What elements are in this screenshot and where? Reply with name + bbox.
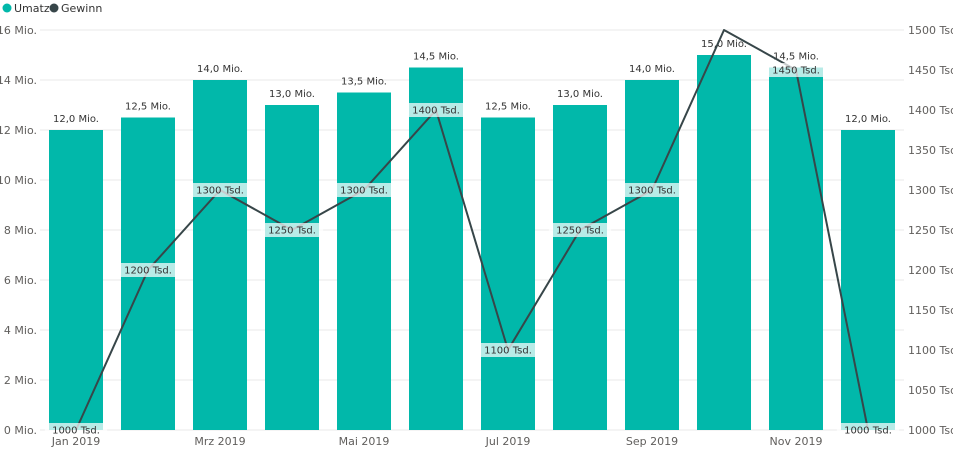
bar-data-label: 12,0 Mio. [53, 114, 99, 125]
y-right-tick-label: 1350 Tsd. [908, 144, 953, 157]
line-data-label: 1000 Tsd. [44, 423, 108, 437]
line-label-text: 1100 Tsd. [484, 346, 532, 357]
bar-jul-2019[interactable] [481, 117, 535, 431]
line-data-label: 1100 Tsd. [476, 343, 540, 357]
x-tick-label: Jan 2019 [51, 435, 100, 448]
y-right-tick-label: 1000 Tsd. [908, 424, 953, 437]
y-left-tick-label: 16 Mio. [0, 24, 37, 37]
bar-data-label: 13,0 Mio. [269, 89, 315, 100]
y-right-tick-label: 1300 Tsd. [908, 184, 953, 197]
legend-dot-gewinn [49, 3, 59, 13]
line-label-bg [404, 103, 468, 117]
line-data-label: 1300 Tsd. [188, 183, 252, 197]
legend-dot-umatz [2, 3, 12, 13]
line-label-bg [836, 423, 900, 437]
line-data-label: 1400 Tsd. [404, 103, 468, 117]
line-label-text: 1000 Tsd. [844, 426, 892, 437]
y-right-tick-label: 1450 Tsd. [908, 64, 953, 77]
x-tick-label: Mrz 2019 [194, 435, 245, 448]
line-data-labels: 1000 Tsd. 1200 Tsd. 1300 Tsd. 1250 Tsd. 1300… [44, 63, 900, 437]
line-label-bg [44, 423, 108, 437]
line-data-label: 1300 Tsd. [332, 183, 396, 197]
y-left-tick-label: 8 Mio. [4, 224, 37, 237]
bar-apr-2019[interactable] [265, 105, 319, 430]
bar-data-label: 14,0 Mio. [197, 64, 243, 75]
bar-nov-2019[interactable] [769, 67, 823, 431]
line-label-bg [620, 183, 684, 197]
bar-data-label: 13,5 Mio. [341, 77, 387, 88]
y-right-tick-label: 1250 Tsd. [908, 224, 953, 237]
y-left-tick-label: 0 Mio. [4, 424, 37, 437]
line-series-gewinn [75, 29, 869, 431]
line-label-bg [548, 223, 612, 237]
legend: Umatz Gewinn [2, 2, 103, 15]
bar-sep-2019[interactable] [625, 80, 679, 430]
line-label-text: 1300 Tsd. [340, 186, 388, 197]
y-right-tick-label: 1400 Tsd. [908, 104, 953, 117]
line-label-bg [476, 343, 540, 357]
line-data-label: 1200 Tsd. [116, 263, 180, 277]
bar-data-label: 14,5 Mio. [773, 52, 819, 63]
right-axis: 1000 Tsd. 1050 Tsd. 1100 Tsd. 1150 Tsd. 1200… [908, 24, 953, 437]
y-right-tick-label: 1050 Tsd. [908, 384, 953, 397]
bar-mai-2019[interactable] [337, 92, 391, 431]
bar-aug-2019[interactable] [553, 105, 607, 430]
left-axis: 0 Mio. 2 Mio. 4 Mio. 6 Mio. 8 Mio. 10 Mio. 12 … [0, 24, 37, 437]
line-label-text: 1300 Tsd. [628, 186, 676, 197]
bar-data-label: 14,5 Mio. [413, 52, 459, 63]
y-right-tick-label: 1100 Tsd. [908, 344, 953, 357]
line-label-text: 1250 Tsd. [268, 226, 316, 237]
y-left-tick-label: 6 Mio. [4, 274, 37, 287]
line-label-text: 1200 Tsd. [124, 266, 172, 277]
line-label-text: 1000 Tsd. [52, 426, 100, 437]
y-right-tick-label: 1150 Tsd. [908, 304, 953, 317]
y-left-tick-label: 14 Mio. [0, 74, 37, 87]
y-right-tick-label: 1200 Tsd. [908, 264, 953, 277]
line-data-label: 1250 Tsd. [260, 223, 324, 237]
line-label-text: 1250 Tsd. [556, 226, 604, 237]
y-left-tick-label: 4 Mio. [4, 324, 37, 337]
legend-item-umatz[interactable]: Umatz [2, 2, 50, 15]
y-left-tick-label: 2 Mio. [4, 374, 37, 387]
y-left-tick-label: 12 Mio. [0, 124, 37, 137]
line-label-bg [260, 223, 324, 237]
y-left-tick-label: 10 Mio. [0, 174, 37, 187]
bar-data-label: 14,0 Mio. [629, 64, 675, 75]
line-label-bg [116, 263, 180, 277]
x-tick-label: Jul 2019 [485, 435, 531, 448]
x-tick-label: Sep 2019 [626, 435, 678, 448]
legend-item-gewinn[interactable]: Gewinn [49, 2, 103, 15]
line-label-text: 1400 Tsd. [412, 106, 460, 117]
line-label-bg [188, 183, 252, 197]
bar-data-label: 15,0 Mio. [701, 39, 747, 50]
bar-okt-2019[interactable] [697, 55, 751, 430]
line-data-label: 1450 Tsd. [764, 63, 828, 77]
bar-data-label: 12,5 Mio. [485, 102, 531, 113]
bar-mrz-2019[interactable] [193, 80, 247, 430]
line-label-bg [764, 63, 828, 77]
legend-label-umatz: Umatz [14, 2, 50, 15]
x-axis: Jan 2019 Mrz 2019 Mai 2019 Jul 2019 Sep 2019… [51, 435, 823, 448]
line-label-text: 1450 Tsd. [772, 66, 820, 77]
bar-data-labels: 12,0 Mio. 12,5 Mio. 14,0 Mio. 13,0 Mio. 13,5… [53, 39, 891, 125]
bar-series-umatz [49, 55, 895, 430]
bar-jun-2019[interactable] [409, 67, 463, 431]
bar-data-label: 13,0 Mio. [557, 89, 603, 100]
line-data-label: 1000 Tsd. [836, 423, 900, 437]
bar-jan-2019[interactable] [49, 130, 103, 430]
x-tick-label: Nov 2019 [770, 435, 823, 448]
line-label-text: 1300 Tsd. [196, 186, 244, 197]
bar-dez-2019[interactable] [841, 130, 895, 430]
line-label-bg [332, 183, 396, 197]
line-data-label: 1250 Tsd. [548, 223, 612, 237]
legend-label-gewinn: Gewinn [61, 2, 102, 15]
gewinn-line[interactable] [75, 29, 869, 431]
bar-data-label: 12,0 Mio. [845, 114, 891, 125]
bar-data-label: 12,5 Mio. [125, 102, 171, 113]
x-tick-label: Mai 2019 [339, 435, 390, 448]
line-data-label: 1300 Tsd. [620, 183, 684, 197]
y-right-tick-label: 1500 Tsd. [908, 24, 953, 37]
